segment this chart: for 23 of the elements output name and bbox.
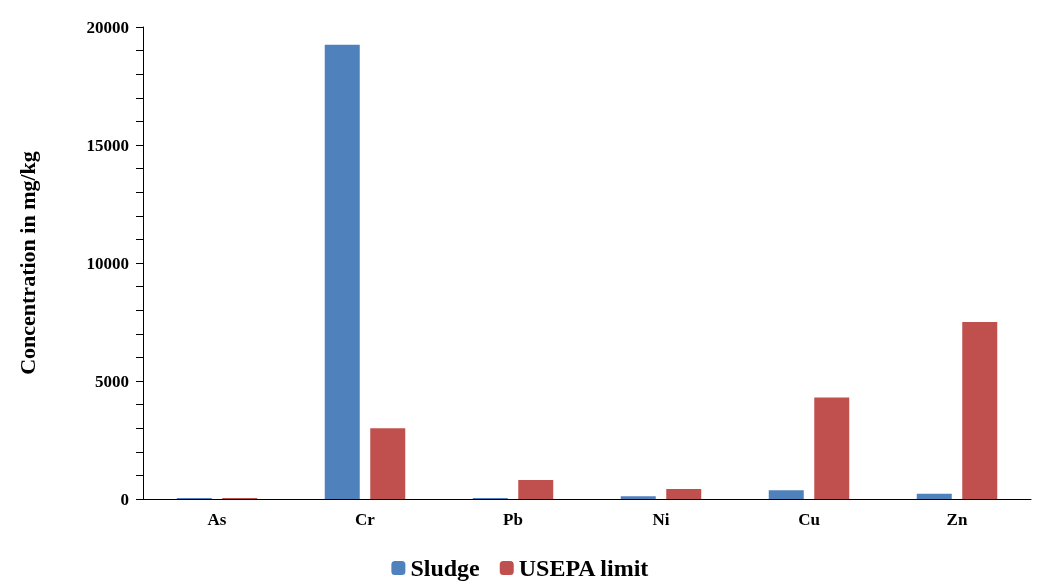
bar	[814, 397, 850, 499]
legend-label: Sludge	[410, 555, 481, 581]
bar	[370, 428, 406, 499]
x-tick-label: As	[207, 510, 227, 529]
y-tick-label: 0	[120, 489, 129, 509]
bar	[916, 493, 952, 499]
y-tick-label: 15000	[86, 135, 129, 155]
x-tick-label: Cu	[798, 510, 820, 529]
bar	[666, 489, 702, 499]
bar	[962, 322, 998, 499]
y-tick-label: 10000	[86, 253, 129, 273]
x-tick-label: Pb	[503, 510, 523, 529]
bar	[620, 496, 656, 499]
bar	[324, 44, 360, 499]
y-tick-label: 20000	[86, 17, 129, 37]
y-tick-label: 5000	[95, 371, 129, 391]
x-tick-label: Cr	[355, 510, 376, 529]
y-axis-title: Concentration in mg/kg	[14, 151, 40, 375]
bar	[518, 480, 554, 499]
bar	[768, 490, 804, 499]
legend-label: USEPA limit	[518, 555, 649, 581]
x-tick-label: Zn	[946, 510, 968, 529]
x-tick-label: Ni	[652, 510, 670, 529]
